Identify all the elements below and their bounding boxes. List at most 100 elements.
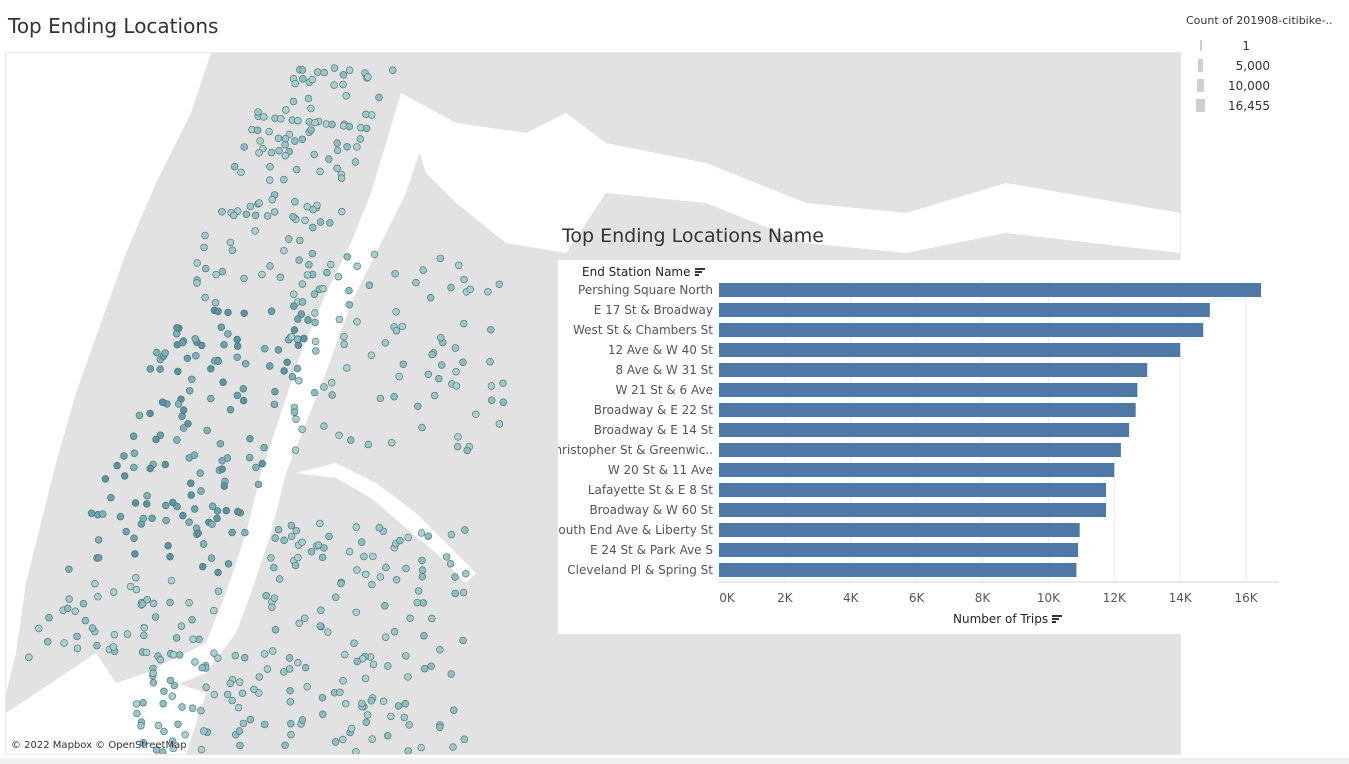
station-marker[interactable]: [256, 137, 264, 145]
station-marker[interactable]: [133, 709, 141, 718]
station-marker[interactable]: [216, 440, 225, 448]
station-marker[interactable]: [270, 563, 278, 572]
station-marker[interactable]: [169, 744, 178, 753]
station-marker[interactable]: [200, 243, 208, 252]
station-marker[interactable]: [427, 294, 435, 302]
station-marker[interactable]: [132, 585, 141, 594]
station-marker[interactable]: [404, 533, 412, 542]
station-marker[interactable]: [392, 576, 401, 584]
station-marker[interactable]: [283, 358, 291, 366]
station-marker[interactable]: [130, 463, 138, 472]
station-marker[interactable]: [218, 208, 226, 216]
station-marker[interactable]: [220, 482, 229, 490]
station-marker[interactable]: [275, 575, 284, 583]
station-marker[interactable]: [404, 673, 412, 681]
station-marker[interactable]: [309, 223, 317, 232]
station-marker[interactable]: [417, 743, 425, 752]
station-marker[interactable]: [274, 526, 283, 534]
station-marker[interactable]: [437, 334, 445, 342]
station-marker[interactable]: [341, 650, 349, 659]
station-marker[interactable]: [174, 720, 182, 728]
station-marker[interactable]: [451, 344, 460, 352]
station-marker[interactable]: [389, 66, 397, 74]
station-marker[interactable]: [488, 396, 496, 404]
station-marker[interactable]: [298, 538, 306, 546]
station-marker[interactable]: [251, 211, 260, 220]
station-marker[interactable]: [138, 600, 147, 608]
station-marker[interactable]: [94, 536, 103, 544]
station-marker[interactable]: [325, 532, 333, 541]
station-marker[interactable]: [274, 134, 283, 143]
station-marker[interactable]: [87, 509, 96, 517]
station-marker[interactable]: [258, 270, 266, 279]
station-marker[interactable]: [231, 651, 240, 660]
station-marker[interactable]: [362, 124, 371, 133]
station-marker[interactable]: [310, 150, 318, 159]
station-marker[interactable]: [436, 646, 444, 654]
station-marker[interactable]: [132, 700, 141, 708]
station-marker[interactable]: [220, 341, 228, 349]
station-marker[interactable]: [368, 580, 376, 589]
station-marker[interactable]: [331, 738, 340, 746]
station-marker[interactable]: [316, 218, 325, 226]
station-marker[interactable]: [151, 613, 160, 621]
station-marker[interactable]: [177, 622, 186, 630]
station-marker[interactable]: [282, 106, 290, 114]
bar[interactable]: [719, 363, 1148, 377]
station-marker[interactable]: [303, 203, 311, 211]
station-marker[interactable]: [191, 658, 199, 666]
bar[interactable]: [719, 323, 1204, 337]
category-label[interactable]: E 24 St & Park Ave S: [590, 543, 713, 557]
station-marker[interactable]: [130, 534, 138, 542]
station-marker[interactable]: [296, 236, 304, 245]
station-marker[interactable]: [71, 607, 79, 615]
station-marker[interactable]: [143, 595, 151, 604]
station-marker[interactable]: [196, 469, 204, 477]
station-marker[interactable]: [326, 219, 334, 227]
station-marker[interactable]: [189, 635, 197, 643]
station-marker[interactable]: [290, 302, 298, 310]
station-marker[interactable]: [230, 211, 238, 220]
station-marker[interactable]: [345, 301, 353, 309]
station-marker[interactable]: [412, 278, 420, 287]
station-marker[interactable]: [139, 698, 147, 707]
station-marker[interactable]: [340, 333, 348, 341]
station-marker[interactable]: [201, 293, 209, 302]
station-marker[interactable]: [400, 713, 408, 722]
station-marker[interactable]: [234, 507, 242, 516]
sort-icon[interactable]: [694, 268, 705, 276]
station-marker[interactable]: [402, 652, 410, 660]
station-marker[interactable]: [242, 210, 251, 219]
station-marker[interactable]: [263, 665, 272, 673]
station-marker[interactable]: [317, 606, 325, 614]
station-marker[interactable]: [139, 738, 148, 747]
station-marker[interactable]: [178, 338, 187, 347]
station-marker[interactable]: [246, 715, 255, 724]
bar[interactable]: [719, 303, 1210, 317]
station-marker[interactable]: [252, 463, 260, 472]
station-marker[interactable]: [275, 146, 283, 155]
station-marker[interactable]: [339, 71, 348, 79]
station-marker[interactable]: [356, 135, 364, 143]
station-marker[interactable]: [159, 748, 167, 754]
station-marker[interactable]: [122, 527, 130, 536]
station-marker[interactable]: [213, 514, 221, 523]
station-marker[interactable]: [342, 700, 350, 708]
station-marker[interactable]: [455, 261, 463, 270]
station-marker[interactable]: [35, 624, 43, 633]
station-marker[interactable]: [318, 694, 327, 702]
station-marker[interactable]: [218, 267, 227, 276]
station-marker[interactable]: [293, 364, 302, 373]
station-marker[interactable]: [213, 507, 222, 515]
station-marker[interactable]: [353, 566, 361, 574]
category-label[interactable]: Lafayette St & E 8 St: [588, 483, 713, 497]
station-marker[interactable]: [186, 387, 194, 395]
station-marker[interactable]: [311, 318, 319, 327]
station-marker[interactable]: [254, 480, 263, 489]
station-marker[interactable]: [391, 270, 399, 278]
station-marker[interactable]: [166, 676, 175, 685]
station-marker[interactable]: [327, 260, 335, 269]
station-marker[interactable]: [270, 594, 279, 602]
station-marker[interactable]: [246, 435, 254, 443]
station-marker[interactable]: [235, 727, 244, 735]
